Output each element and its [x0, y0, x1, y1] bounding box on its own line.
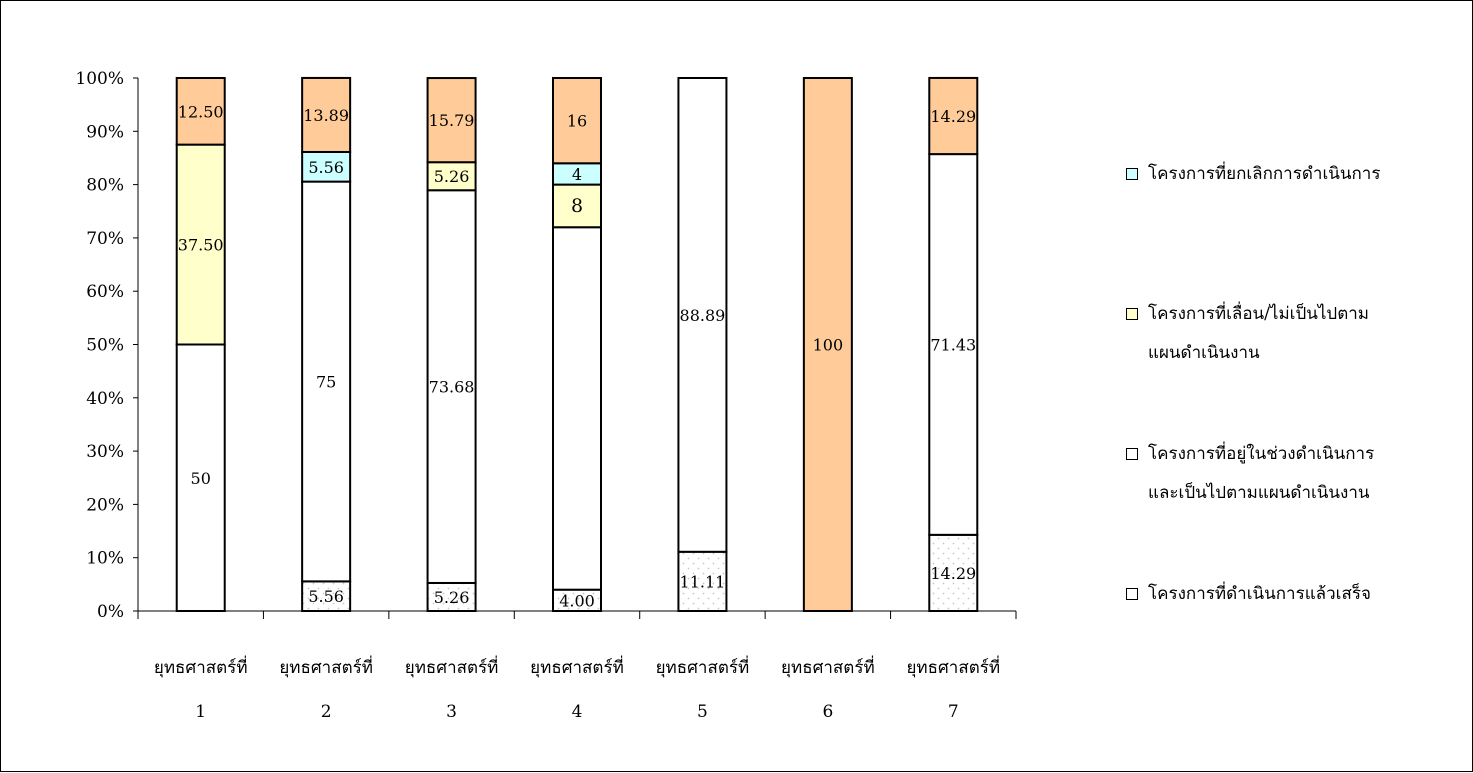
data-label: 73.68: [429, 378, 475, 397]
x-axis-labels: ยุทธศาสตร์ที่ 1 ยุทธศาสตร์ที่ 2 ยุทธศาสตร์ที…: [154, 655, 1000, 722]
x-tick-label: 1: [195, 702, 206, 722]
data-label: 71.43: [930, 335, 976, 354]
bar-segment: [426, 581, 477, 612]
bar-segment: [175, 77, 226, 146]
y-tick-label: 40%: [86, 389, 124, 409]
data-label: 5.56: [308, 158, 344, 177]
y-tick-label: 20%: [86, 495, 124, 515]
legend-label-line: โครงการที่ดำเนินการแล้วเสร็จ: [1148, 584, 1371, 604]
legend-label-line: โครงการที่ยกเลิกการดำเนินการ: [1148, 164, 1381, 184]
x-tick-label: ยุทธศาสตร์ที่: [405, 655, 499, 678]
x-tick-label: 5: [697, 702, 708, 722]
x-tick-label: ยุทธศาสตร์ที่: [154, 655, 248, 678]
bar-segment: [175, 343, 226, 612]
legend-swatch: [1126, 168, 1138, 180]
bar-segment: [928, 153, 979, 536]
x-tick-label: ยุทธศาสตร์ที่: [906, 655, 1000, 678]
x-tick-label: ยุทธศาสตร์ที่: [781, 655, 875, 678]
data-label: 4.00: [559, 591, 595, 610]
legend-swatch: [1126, 588, 1138, 600]
data-label: 88.89: [680, 306, 726, 325]
legend-swatch: [1126, 448, 1138, 460]
data-label: 14.29: [930, 107, 976, 126]
y-tick-label: 50%: [86, 336, 124, 356]
x-tick-label: ยุทธศาสตร์ที่: [530, 655, 624, 678]
y-tick-label: 80%: [86, 176, 124, 196]
bar-segment: [426, 77, 477, 164]
legend-label: โครงการที่ยกเลิกการดำเนินการ: [1148, 161, 1448, 188]
data-label: 5.26: [434, 588, 470, 607]
bar-segment: [426, 189, 477, 584]
bar-segment: [552, 77, 602, 165]
legend-label: โครงการที่เลื่อน/ไม่เป็นไปตามแผนดำเนินงา…: [1148, 301, 1448, 367]
bar-labels: 50 37.50 12.50 5.56 75 5.56 13.89 5.26 73.68 5.26…: [178, 102, 976, 610]
y-tick-label: 100%: [75, 69, 124, 89]
data-label: 13.89: [303, 106, 349, 125]
data-label: 15.79: [429, 111, 475, 130]
y-tick-label: 0%: [97, 602, 124, 622]
bar-segment: [175, 143, 226, 346]
legend-label: โครงการที่อยู่ในช่วงดำเนินการและเป็นไปตา…: [1148, 441, 1448, 507]
data-label: 12.50: [178, 102, 224, 121]
data-label: 16: [567, 112, 587, 131]
bar-segment: [802, 77, 853, 612]
x-tick-label: ยุทธศาสตร์ที่: [279, 655, 373, 678]
bars: [175, 76, 979, 612]
data-label: 37.50: [178, 236, 224, 255]
y-tick-label: 30%: [86, 442, 124, 462]
y-tick-label: 10%: [86, 549, 124, 569]
bar-segment: [552, 183, 602, 229]
axes: 0% 10% 20% 30% 40% 50% 60% 70% 80% 90% 100%: [75, 69, 1017, 622]
data-label: 50: [191, 469, 211, 488]
legend-label-line: แผนดำเนินงาน: [1148, 343, 1260, 363]
legend-label-line: โครงการที่เลื่อน/ไม่เป็นไปตาม: [1148, 304, 1370, 324]
bar-segment: [301, 180, 352, 583]
data-label: 75: [316, 372, 336, 391]
bar-segment: [301, 76, 352, 153]
legend-label-line: โครงการที่อยู่ในช่วงดำเนินการ: [1148, 444, 1375, 464]
legend-label-line: และเป็นไปตามแผนดำเนินงาน: [1148, 483, 1370, 503]
bar-segment: [677, 550, 728, 612]
x-tick-label: 3: [446, 702, 457, 722]
bar-segment: [552, 226, 602, 591]
bar-segment: [677, 77, 728, 553]
data-label: 11.11: [680, 572, 726, 591]
y-tick-label: 90%: [86, 122, 124, 142]
x-tick-label: 7: [948, 702, 959, 722]
data-label: 100: [813, 336, 844, 355]
data-label: 14.29: [930, 564, 976, 583]
x-tick-label: ยุทธศาสตร์ที่: [656, 655, 750, 678]
data-label: 4: [572, 165, 582, 184]
legend-swatch: [1126, 308, 1138, 320]
bar-segment: [426, 161, 477, 192]
bar-segment: [928, 76, 979, 156]
x-tick-label: 4: [572, 702, 583, 722]
data-label: 5.56: [308, 587, 344, 606]
data-label: 5.26: [434, 167, 470, 186]
y-tick-label: 70%: [86, 229, 124, 249]
legend-label: โครงการที่ดำเนินการแล้วเสร็จ: [1148, 581, 1448, 608]
y-tick-label: 60%: [86, 282, 124, 302]
x-tick-label: 2: [321, 702, 332, 722]
data-label: 8: [571, 195, 583, 217]
x-tick-label: 6: [822, 702, 833, 722]
